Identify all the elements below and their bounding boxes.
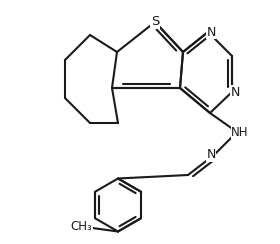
Text: CH₃: CH₃ (70, 221, 92, 234)
Text: N: N (206, 149, 216, 162)
Text: N: N (230, 85, 240, 99)
Text: N: N (206, 26, 216, 39)
Text: S: S (151, 16, 159, 29)
Text: NH: NH (231, 125, 249, 139)
